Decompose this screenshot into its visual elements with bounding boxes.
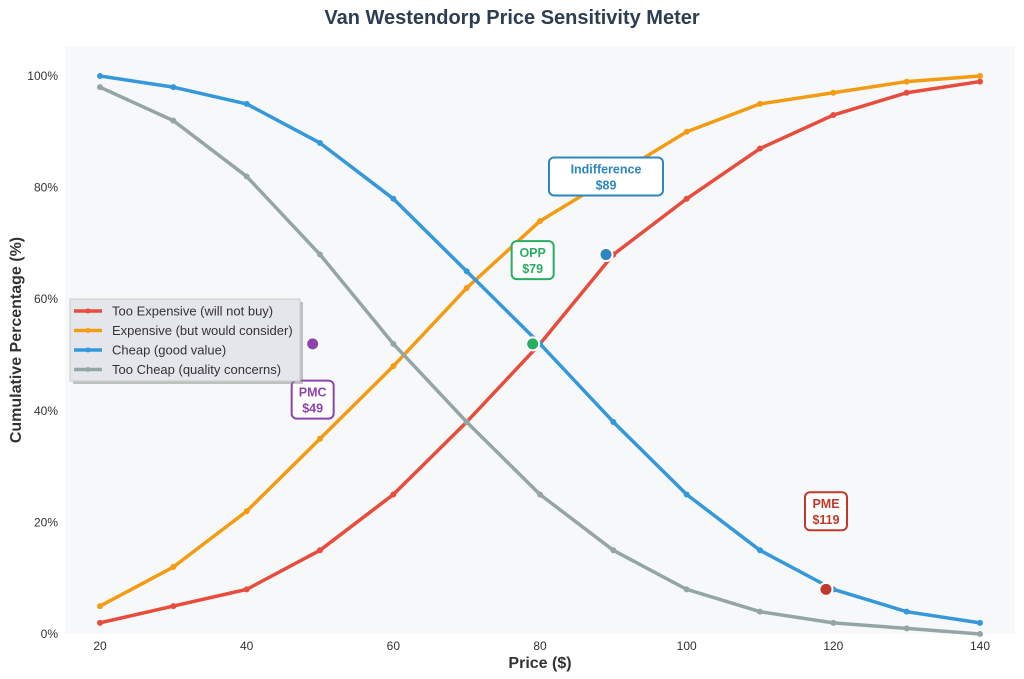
x-tick-label: 60 xyxy=(387,639,401,653)
annotation-box xyxy=(510,240,555,281)
data-point xyxy=(243,508,250,515)
annotation-label: PME xyxy=(812,497,839,511)
annotation-marker-opp xyxy=(525,336,541,352)
data-point xyxy=(463,418,470,425)
data-point xyxy=(97,73,103,79)
data-point xyxy=(830,112,837,119)
data-point xyxy=(683,128,690,135)
data-point xyxy=(317,139,323,146)
data-point xyxy=(537,491,543,498)
x-tick-label: 100 xyxy=(677,639,697,653)
data-point xyxy=(757,100,763,107)
data-point xyxy=(537,218,543,225)
x-tick-label: 120 xyxy=(823,639,843,653)
data-point xyxy=(757,145,763,152)
x-tick-label: 20 xyxy=(93,639,107,653)
legend-entry: Too Cheap (quality concerns) xyxy=(112,362,281,377)
x-tick-label: 40 xyxy=(240,639,254,653)
annotation-label: PMC xyxy=(299,386,327,400)
y-tick-label: 80% xyxy=(34,181,58,195)
y-tick-label: 40% xyxy=(34,404,58,418)
data-point xyxy=(390,363,397,370)
data-point xyxy=(243,173,250,180)
data-point xyxy=(683,491,690,498)
legend-entry: Expensive (but would consider) xyxy=(112,323,293,338)
legend-swatch-dot xyxy=(85,308,91,314)
y-tick-label: 20% xyxy=(34,515,58,529)
legend-entry: Cheap (good value) xyxy=(112,343,226,358)
data-point xyxy=(97,603,103,610)
data-point xyxy=(390,195,397,202)
y-axis-label: Cumulative Percentage (%) xyxy=(8,237,25,443)
annotation-label: Indifference xyxy=(571,162,642,176)
annotation-label: OPP xyxy=(519,246,545,260)
data-point xyxy=(97,619,103,626)
data-point xyxy=(683,586,690,593)
data-point xyxy=(317,547,323,554)
data-point xyxy=(170,117,177,124)
data-point xyxy=(757,547,763,554)
annotation-price: $89 xyxy=(596,178,617,192)
data-point xyxy=(463,285,470,292)
legend-swatch-dot xyxy=(85,328,91,333)
data-point xyxy=(830,89,837,96)
x-tick-label: 80 xyxy=(533,639,547,653)
data-point xyxy=(757,608,763,615)
chart-title: Van Westendorp Price Sensitivity Meter xyxy=(324,7,700,29)
legend: Too Expensive (will not buy) Expensive (b… xyxy=(69,298,303,384)
legend-swatch-dot xyxy=(85,367,91,372)
annotation-price: $79 xyxy=(522,262,543,276)
annotation-marker-pme xyxy=(818,581,834,597)
y-tick-label: 60% xyxy=(34,292,58,306)
annotation-box xyxy=(804,491,848,532)
x-axis-label: Price ($) xyxy=(508,655,571,672)
data-point xyxy=(977,73,983,79)
x-tick-label: 140 xyxy=(970,639,990,653)
data-point xyxy=(903,78,910,85)
annotation-box xyxy=(548,156,664,197)
data-point xyxy=(977,78,983,85)
annotation-marker-indifference xyxy=(598,247,614,263)
data-point xyxy=(170,564,177,571)
annotation-marker-pmc xyxy=(305,336,321,352)
data-point xyxy=(390,491,397,498)
y-tick-label: 0% xyxy=(41,627,59,641)
data-point xyxy=(317,435,323,442)
data-point xyxy=(977,619,983,626)
data-point xyxy=(390,340,397,347)
data-point xyxy=(683,195,690,202)
data-point xyxy=(170,84,177,91)
legend-box xyxy=(69,298,301,382)
annotation-box xyxy=(290,379,335,420)
legend-entry: Too Expensive (will not buy) xyxy=(112,304,273,319)
data-point xyxy=(317,251,323,258)
data-point xyxy=(170,603,177,610)
data-point xyxy=(243,586,250,593)
data-point xyxy=(463,268,470,275)
data-point xyxy=(977,631,983,637)
data-point xyxy=(610,418,617,425)
legend-swatch-dot xyxy=(85,347,91,353)
data-point xyxy=(97,84,103,91)
data-point xyxy=(243,100,250,107)
y-tick-label: 100% xyxy=(27,69,58,83)
annotation-price: $119 xyxy=(812,513,839,527)
data-point xyxy=(903,89,910,96)
data-point xyxy=(830,619,837,626)
data-point xyxy=(903,608,910,615)
data-point xyxy=(903,625,910,632)
data-point xyxy=(610,547,617,554)
annotation-price: $49 xyxy=(302,402,323,416)
